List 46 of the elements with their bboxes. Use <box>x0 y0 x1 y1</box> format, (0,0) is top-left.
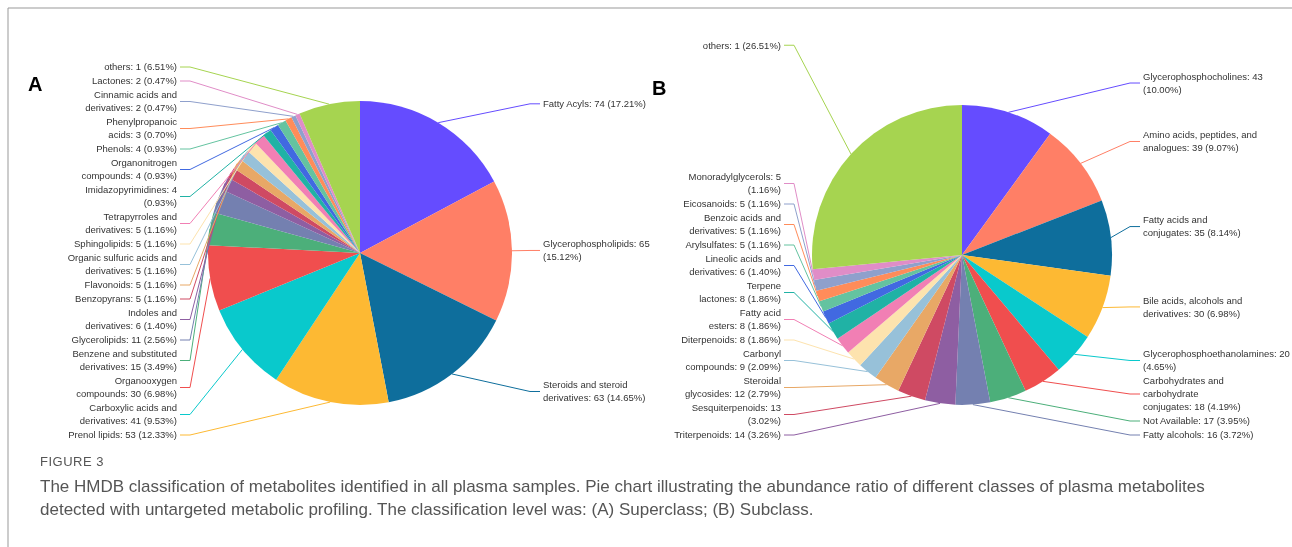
slice-label: Fatty acids and conjugates: 35 (8.14%) <box>1143 214 1241 239</box>
slice-label: Glycerophosphoethanolamines: 20 (4.65%) <box>1143 348 1290 373</box>
slice-label: Amino acids, peptides, and analogues: 39 (9.07%) <box>1143 129 1258 154</box>
slice-label: Arylsulfates: 5 (1.16%) <box>685 239 781 251</box>
slice-label: Organonitrogen compounds: 4 (0.93%) <box>81 157 177 182</box>
slice-label: Fatty Acyls: 74 (17.21%) <box>543 98 646 110</box>
slice-label: Lactones: 2 (0.47%) <box>91 75 177 87</box>
text: A <box>28 73 43 95</box>
slice-label: Carboxylic acids and derivatives: 41 (9.53%) <box>79 402 177 427</box>
slice-label: others: 1 (26.51%) <box>702 39 781 51</box>
slice-label: Bile acids, alcohols and derivatives: 30 (6.98%) <box>1143 294 1243 319</box>
text: The HMDB classification of metabolites identified in all plasma samples. Pie chart illustrating the abundance ratio of different classes of plasma metabolites detected with untargeted metabolic profiling. The classification level was: (A) Superclass; (B) Subclass. <box>40 476 1206 521</box>
slice-label: Glycerophospholipids: 65 (15.12%) <box>543 238 650 263</box>
slice-label: Lineolic acids and derivatives: 6 (1.40%) <box>689 253 781 278</box>
slice-label: Imidazopyrimidines: 4 (0.93%) <box>85 184 177 209</box>
slice-label: Sesquiterpenoids: 13 (3.02%) <box>691 402 781 427</box>
slice-label: Sphingolipids: 5 (1.16%) <box>74 238 177 250</box>
slice-label: Benzene and substituted derivatives: 15 (3.49%) <box>72 348 177 373</box>
slice-label: Phenols: 4 (0.93%) <box>96 143 177 155</box>
slice-label: Eicosanoids: 5 (1.16%) <box>683 198 781 210</box>
slice-label: Glycerolipids: 11 (2.56%) <box>71 334 177 346</box>
slice-label: Monoradylglycerols: 5 (1.16%) <box>688 171 781 196</box>
slice-label: Fatty acid esters: 8 (1.86%) <box>708 307 781 332</box>
slice-label: Organooxygen compounds: 30 (6.98%) <box>76 375 177 400</box>
slice-label: Glycerophosphocholines: 43 (10.00%) <box>1143 70 1263 95</box>
slice-label: Prenol lipids: 53 (12.33%) <box>68 429 177 441</box>
slice-label: Terpene lactones: 8 (1.86%) <box>699 280 781 305</box>
slice-label: Organic sulfuric acids and derivatives: 5 (1.16%) <box>67 252 177 277</box>
caption: FIGURE 3 <box>40 454 105 469</box>
slice-label: Benzoic acids and derivatives: 5 (1.16%) <box>689 212 781 237</box>
slice-label: Flavonoids: 5 (1.16%) <box>84 279 177 291</box>
slice-label: Steroidal glycosides: 12 (2.79%) <box>684 375 781 400</box>
text: B <box>652 77 667 99</box>
slice-label: Cinnamic acids and derivatives: 2 (0.47%) <box>85 89 177 114</box>
slice-label: Diterpenoids: 8 (1.86%) <box>681 334 781 346</box>
slice-label: Carbonyl compounds: 9 (2.09%) <box>685 348 781 373</box>
slice-label: Steroids and steroid derivatives: 63 (14.65%) <box>543 379 646 404</box>
slice-label: others: 1 (6.51%) <box>104 61 177 73</box>
slice-label: Benzopyrans: 5 (1.16%) <box>75 293 177 305</box>
slice-label: Phenylpropanoic acids: 3 (0.70%) <box>106 116 178 141</box>
slice-label: Carbohydrates and carbohydrate conjugates: 18 (4.19%) <box>1143 375 1241 413</box>
slice-label: Not Available: 17 (3.95%) <box>1143 415 1251 427</box>
slice-label: Triterpenoids: 14 (3.26%) <box>674 429 781 441</box>
slice-label: Tetrapyrroles and derivatives: 5 (1.16%) <box>85 211 177 236</box>
slice-label: Indoles and derivatives: 6 (1.40%) <box>85 307 177 332</box>
slice-label: Fatty alcohols: 16 (3.72%) <box>1143 429 1254 441</box>
